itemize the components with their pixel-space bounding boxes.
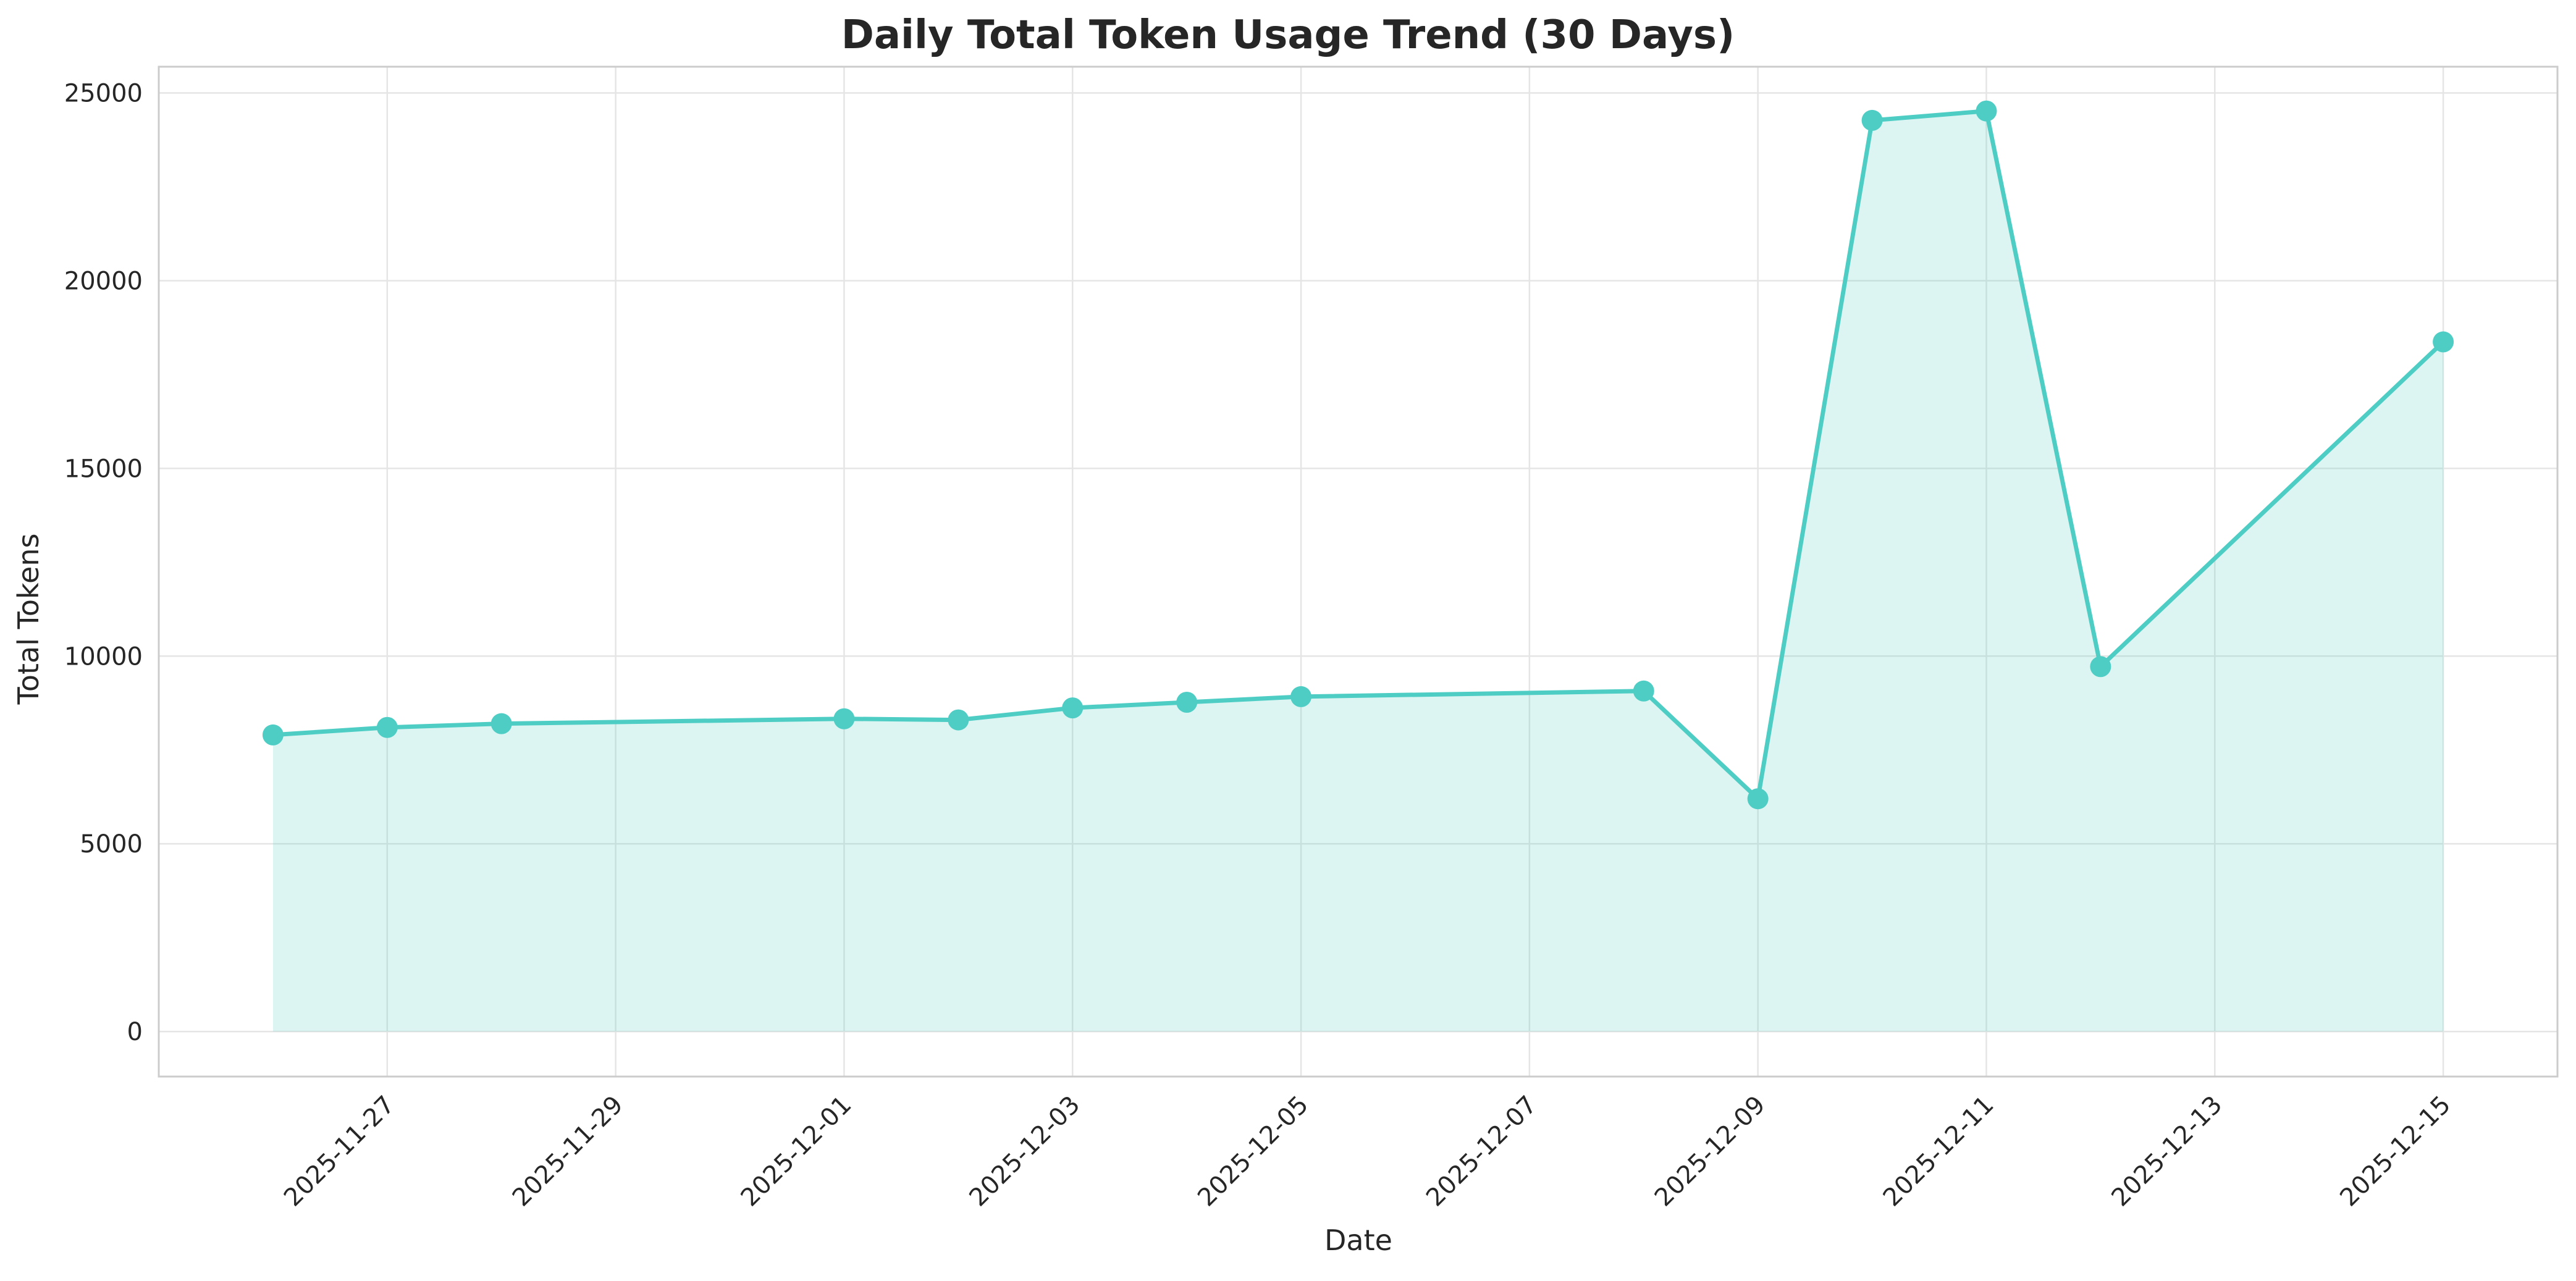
data-point [1747, 788, 1769, 810]
data-point [1176, 692, 1198, 713]
y-axis-label: Total Tokens [12, 534, 45, 705]
data-point [1633, 680, 1654, 702]
x-tick-label: 2025-11-29 [507, 1091, 629, 1212]
y-tick-label: 20000 [64, 267, 143, 295]
x-tick-label: 2025-12-13 [2106, 1091, 2228, 1212]
x-axis-ticks: 2025-11-27 2025-11-29 2025-12-01 2025-12-03… [279, 1091, 2456, 1212]
area-fill [272, 111, 2444, 1032]
y-axis-ticks: 0 5000 10000 15000 20000 25000 [64, 80, 143, 1047]
y-tick-label: 25000 [64, 80, 143, 108]
data-point [490, 713, 512, 734]
y-tick-label: 15000 [64, 455, 143, 483]
data-point [262, 724, 284, 746]
series-line [271, 109, 2446, 801]
data-point [376, 716, 398, 738]
series-line-layer [271, 109, 2446, 801]
data-point [1290, 686, 1312, 707]
data-point [2090, 656, 2111, 678]
data-point [2433, 331, 2454, 353]
chart-title: Daily Total Token Usage Trend (30 Days) [841, 12, 1735, 58]
x-tick-label: 2025-12-01 [736, 1091, 857, 1212]
y-tick-label: 0 [127, 1018, 143, 1046]
y-tick-label: 5000 [80, 830, 143, 859]
data-point [1861, 109, 1883, 131]
y-tick-label: 10000 [64, 642, 143, 671]
x-tick-label: 2025-12-03 [964, 1091, 1085, 1212]
x-tick-label: 2025-11-27 [279, 1091, 400, 1212]
x-tick-label: 2025-12-05 [1192, 1091, 1314, 1212]
data-point [833, 708, 855, 729]
plot-frame [158, 65, 2559, 1078]
x-tick-label: 2025-12-11 [1878, 1091, 2000, 1212]
x-tick-label: 2025-12-09 [1649, 1091, 1771, 1212]
data-point [1976, 100, 1997, 122]
grid [159, 67, 2557, 1077]
data-point [948, 709, 969, 731]
x-tick-label: 2025-12-07 [1421, 1091, 1543, 1212]
x-axis-label: Date [1324, 1224, 1392, 1257]
data-point [1062, 697, 1084, 719]
x-tick-label: 2025-12-15 [2334, 1091, 2456, 1212]
area-fill-layer [272, 111, 2444, 1032]
data-points [262, 100, 2454, 810]
